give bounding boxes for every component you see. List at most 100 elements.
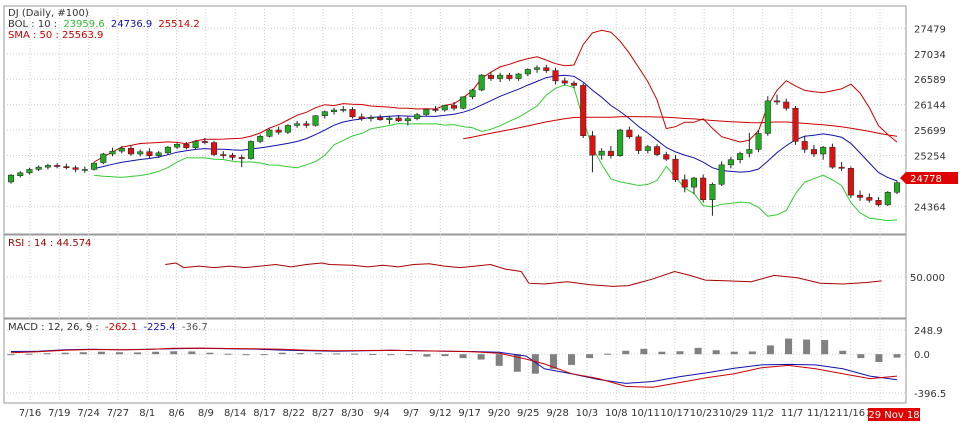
candle-body <box>570 82 577 86</box>
x-tick-label: 10/23 <box>690 408 719 419</box>
x-tick-label: 7/19 <box>48 408 70 419</box>
x-tick-label: 11/12 <box>807 408 836 419</box>
candle-body <box>737 153 744 160</box>
candle-body <box>72 167 79 170</box>
candle-body <box>211 142 218 155</box>
candle-body <box>783 101 790 109</box>
price-y-tick-label: 27479 <box>914 24 946 35</box>
price-panel <box>3 5 907 235</box>
symbol-line: DJ (Daily, #100) <box>8 8 89 19</box>
candle-body <box>893 182 901 193</box>
macd-histogram-bar <box>242 354 250 356</box>
candle-body <box>801 141 808 150</box>
candle-body <box>663 154 670 160</box>
macd-histogram-bar <box>604 353 612 355</box>
macd-histogram-bar <box>224 353 232 355</box>
price-y-tick-label: 26144 <box>914 101 946 112</box>
candle-body <box>672 158 679 180</box>
macd-histogram-bar <box>332 353 340 355</box>
candle-body <box>331 109 338 112</box>
signal-line <box>10 347 898 388</box>
x-tick-label: 7/27 <box>107 408 129 419</box>
x-tick-label: 8/17 <box>253 408 275 419</box>
candle-body <box>792 108 799 142</box>
x-tick-label: 9/4 <box>374 408 390 419</box>
candle-body <box>718 164 725 185</box>
price-marks <box>7 29 901 222</box>
x-tick-label: 10/17 <box>660 408 689 419</box>
candle-body <box>727 159 734 166</box>
last-price-label: 24778 <box>910 174 942 185</box>
candle-body <box>441 105 448 111</box>
candle-body <box>635 136 642 151</box>
bol-mid-line <box>93 74 898 182</box>
candle-body <box>303 123 310 126</box>
candle-body <box>755 133 762 150</box>
x-tick-label: 9/20 <box>488 408 510 419</box>
candle-body <box>654 146 661 155</box>
macd-histogram-bar <box>821 340 829 355</box>
candle-body <box>238 157 245 159</box>
rsi-marks <box>165 262 882 287</box>
candle-body <box>866 197 873 201</box>
candle-body <box>469 89 476 98</box>
hist-value: -36.7 <box>182 322 208 333</box>
candle-body <box>497 74 504 79</box>
candle-body <box>764 100 771 134</box>
macd-histogram-bar <box>785 338 793 355</box>
macd-prefix: MACD : 12, 26, 9 : <box>8 322 99 333</box>
macd-histogram-bar <box>857 354 865 359</box>
candle-body <box>404 118 411 122</box>
candle-body <box>137 151 144 155</box>
candle-body <box>35 166 42 170</box>
macd-histogram-bar <box>206 352 214 355</box>
candle-body <box>432 109 439 111</box>
macd-histogram-bar <box>586 354 594 359</box>
candle-body <box>377 117 384 120</box>
bol-mid-value: 24736.9 <box>111 19 152 30</box>
candle-body <box>884 192 891 206</box>
candle-body <box>681 179 688 188</box>
bol-lower-line <box>94 84 898 222</box>
grid-lines <box>4 6 906 403</box>
macd-y-tick-label: -396.5 <box>914 389 946 400</box>
last-date-label: 29 Nov 18 <box>868 410 919 421</box>
candle-body <box>109 150 116 155</box>
macd-histogram-bar <box>893 354 901 358</box>
candle-body <box>164 146 171 154</box>
x-tick-label: 7/16 <box>19 408 41 419</box>
sma-legend: SMA : 50 : 25563.9 <box>8 30 103 41</box>
macd-value: -262.1 <box>105 322 137 333</box>
bol-upper-value: 25514.2 <box>158 19 199 30</box>
candle-body <box>690 177 697 188</box>
x-tick-label: 8/22 <box>283 408 305 419</box>
candle-body <box>358 116 365 119</box>
macd-histogram-bar <box>568 354 576 365</box>
candle-body <box>506 74 513 79</box>
candle-body <box>91 162 98 170</box>
macd-histogram-bar <box>730 351 738 355</box>
x-tick-label: 8/30 <box>341 408 363 419</box>
macd-panel <box>3 318 907 404</box>
x-tick-label: 10/3 <box>576 408 598 419</box>
macd-histogram-bar <box>531 354 539 374</box>
x-tick-label: 11/2 <box>752 408 774 419</box>
candle-body <box>534 67 541 70</box>
bol-legend: BOL : 10 : 23959.6 24736.9 25514.2 <box>8 19 200 30</box>
x-tick-label: 10/29 <box>719 408 748 419</box>
macd-histogram-bar <box>278 352 286 355</box>
candle-body <box>247 141 254 159</box>
candle-body <box>774 100 781 103</box>
candle-body <box>875 200 882 206</box>
candle-body <box>7 174 15 183</box>
macd-histogram-bar <box>459 354 467 359</box>
candle-body <box>607 150 614 156</box>
candle-body <box>26 169 33 174</box>
macd-histogram-bar <box>296 353 304 355</box>
candle-body <box>543 67 550 71</box>
x-tick-label: 9/17 <box>458 408 480 419</box>
macd-histogram-bar <box>640 348 648 355</box>
macd-histogram-bar <box>513 354 521 372</box>
candle-body <box>838 166 845 169</box>
